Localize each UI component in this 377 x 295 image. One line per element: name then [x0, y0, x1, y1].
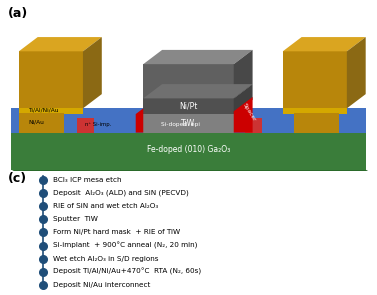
FancyBboxPatch shape	[294, 113, 339, 133]
FancyBboxPatch shape	[143, 64, 234, 99]
Text: Wet etch Al₂O₃ in S/D regions: Wet etch Al₂O₃ in S/D regions	[53, 256, 158, 262]
Text: RIE of SiN and wet etch Al₂O₃: RIE of SiN and wet etch Al₂O₃	[53, 203, 158, 209]
FancyBboxPatch shape	[11, 108, 366, 133]
Polygon shape	[136, 108, 143, 133]
Text: Fe-doped (010) Ga₂O₃: Fe-doped (010) Ga₂O₃	[147, 145, 230, 154]
Text: Gate: Gate	[178, 37, 203, 47]
FancyBboxPatch shape	[19, 107, 83, 114]
Polygon shape	[283, 37, 366, 51]
FancyBboxPatch shape	[19, 113, 64, 133]
Text: Deposit Ti/Al/Ni/Au+470°C  RTA (N₂, 60s): Deposit Ti/Al/Ni/Au+470°C RTA (N₂, 60s)	[53, 268, 201, 275]
Text: (a): (a)	[8, 7, 28, 20]
Text: Ni/Au: Ni/Au	[28, 119, 44, 124]
FancyBboxPatch shape	[143, 114, 234, 133]
FancyBboxPatch shape	[143, 99, 234, 114]
Text: Spacer: Spacer	[242, 103, 257, 123]
FancyBboxPatch shape	[19, 51, 83, 108]
Polygon shape	[347, 37, 366, 108]
FancyBboxPatch shape	[245, 118, 262, 133]
Polygon shape	[143, 84, 253, 99]
Polygon shape	[234, 84, 253, 114]
Text: Deposit Ni/Au interconnect: Deposit Ni/Au interconnect	[53, 282, 150, 288]
Polygon shape	[19, 37, 102, 51]
Polygon shape	[234, 97, 253, 133]
Text: BCl₃ ICP mesa etch: BCl₃ ICP mesa etch	[53, 177, 121, 183]
Text: Source: Source	[32, 28, 70, 38]
Text: Si-implant  + 900°C anneal (N₂, 20 min): Si-implant + 900°C anneal (N₂, 20 min)	[53, 242, 197, 249]
Polygon shape	[83, 37, 102, 108]
Text: Ti/Al/Ni/Au: Ti/Al/Ni/Au	[28, 108, 58, 113]
Text: Form Ni/Pt hard mask  + RIE of TiW: Form Ni/Pt hard mask + RIE of TiW	[53, 230, 180, 235]
Text: (c): (c)	[8, 172, 27, 185]
Polygon shape	[234, 50, 253, 99]
FancyBboxPatch shape	[11, 133, 366, 170]
Text: Si-doped  epi: Si-doped epi	[161, 122, 201, 127]
FancyBboxPatch shape	[283, 107, 347, 114]
Polygon shape	[11, 170, 377, 180]
Text: TiW: TiW	[181, 119, 196, 128]
Text: Deposit  Al₂O₃ (ALD) and SiN (PECVD): Deposit Al₂O₃ (ALD) and SiN (PECVD)	[53, 190, 188, 196]
Text: Ni/Pt: Ni/Pt	[179, 101, 198, 111]
Text: Drain: Drain	[300, 28, 330, 38]
Polygon shape	[143, 50, 253, 64]
FancyBboxPatch shape	[283, 51, 347, 108]
Text: Sputter  TiW: Sputter TiW	[53, 217, 98, 222]
FancyBboxPatch shape	[77, 118, 94, 133]
Text: n⁺ Si-imp.: n⁺ Si-imp.	[85, 122, 111, 127]
